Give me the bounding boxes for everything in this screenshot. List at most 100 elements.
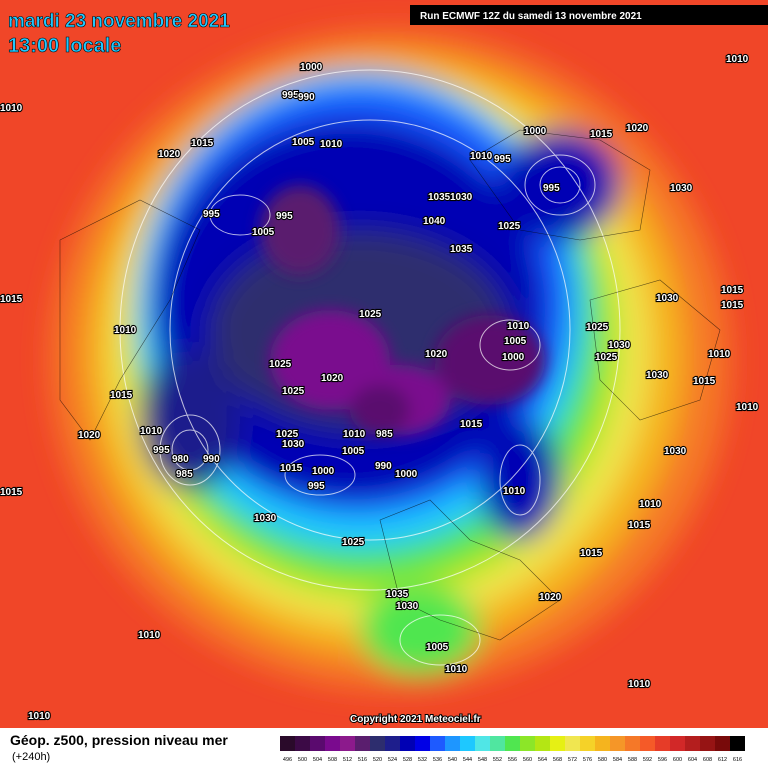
- isobar-label: 995: [203, 209, 220, 220]
- isobar-label: 1005: [342, 446, 365, 457]
- isobar-label: 1030: [646, 370, 669, 381]
- isobar-label: 1010: [138, 630, 161, 641]
- colorbar-label: 528: [403, 757, 412, 763]
- colorbar-label: 588: [628, 757, 637, 763]
- colorbar-label: 560: [523, 757, 532, 763]
- colorbar-swatch: [310, 736, 325, 751]
- isobar-label: 985: [176, 469, 193, 480]
- colorbar-swatch: [370, 736, 385, 751]
- colorbar-swatch: [490, 736, 505, 751]
- colorbar-swatch: [655, 736, 670, 751]
- colorbar-label: 500: [298, 757, 307, 763]
- isobar-label: 1015: [110, 390, 133, 401]
- isobar-label: 1015: [0, 487, 23, 498]
- isobar-label: 1005: [252, 227, 275, 238]
- colorbar-swatch: [595, 736, 610, 751]
- copyright: Copyright 2021 Meteociel.fr: [350, 714, 481, 725]
- isobar-label: 995: [308, 481, 325, 492]
- colorbar-label: 604: [688, 757, 697, 763]
- colorbar: 496 500 504 508 512 516 520 524 528 532 536 540 544 5…: [280, 736, 745, 763]
- isobar-label: 1005: [426, 642, 449, 653]
- colorbar-label: 504: [313, 757, 322, 763]
- isobar-label: 1000: [312, 466, 335, 477]
- field: [0, 0, 768, 728]
- isobar-label: 1040: [423, 216, 446, 227]
- isobar-label: 1005: [292, 137, 315, 148]
- colorbar-label: 616: [733, 757, 742, 763]
- isobar-label: 1030: [656, 293, 679, 304]
- colorbar-label: 612: [718, 757, 727, 763]
- colorbar-swatch: [685, 736, 700, 751]
- colorbar-label: 548: [478, 757, 487, 763]
- isobar-label: 1010: [445, 664, 468, 675]
- colorbar-label: 576: [583, 757, 592, 763]
- colorbar-swatch: [505, 736, 520, 751]
- isobar-label: 1035: [450, 244, 473, 255]
- isobar-label: 1000: [395, 469, 418, 480]
- isobar-label: 980: [172, 454, 189, 465]
- colorbar-swatch: [340, 736, 355, 751]
- isobar-label: 1000: [524, 126, 547, 137]
- isobar-label: 1015: [693, 376, 716, 387]
- isobar-label: 1020: [158, 149, 181, 160]
- isobar-label: 990: [203, 454, 220, 465]
- isobar-label: 1010: [0, 103, 23, 114]
- isobar-label: 1010: [320, 139, 343, 150]
- colorbar-swatch: [550, 736, 565, 751]
- colorbar-label: 532: [418, 757, 427, 763]
- isobar-label: 995: [494, 154, 511, 165]
- isobar-label: 1000: [502, 352, 525, 363]
- isobar-labels: 1000 995 990 1010 1005 1010 1015 1020 1000 1015 10…: [0, 53, 760, 723]
- isobar-label: 1020: [321, 373, 344, 384]
- colorbar-swatch: [610, 736, 625, 751]
- isobar-label: 1010: [343, 429, 366, 440]
- colorbar-swatch: [280, 736, 295, 751]
- colorbar-label: 580: [598, 757, 607, 763]
- isobar-label: 1025: [269, 359, 292, 370]
- isobar-label: 1025: [342, 537, 365, 548]
- isobar-label: 1025: [282, 386, 305, 397]
- isobar-label: 1010: [114, 325, 137, 336]
- isobar-label: 1020: [78, 430, 101, 441]
- isobar-label: 1020: [425, 349, 448, 360]
- colorbar-label: 516: [358, 757, 367, 763]
- colorbar-label: 608: [703, 757, 712, 763]
- colorbar-swatch: [715, 736, 730, 751]
- isobar-label: 995: [276, 211, 293, 222]
- colorbar-label: 556: [508, 757, 517, 763]
- colorbar-label: 552: [493, 757, 502, 763]
- isobar-label: 1030: [664, 446, 687, 457]
- colorbar-label: 564: [538, 757, 547, 763]
- colorbar-swatch: [565, 736, 580, 751]
- footer-title: Géop. z500, pression niveau mer: [10, 732, 228, 748]
- isobar-label: 1030: [670, 183, 693, 194]
- isobar-label: 1025: [595, 352, 618, 363]
- isobar-label: 1015: [280, 463, 303, 474]
- isobar-label: 995: [282, 90, 299, 101]
- isobar-label: 1015: [590, 129, 613, 140]
- colorbar-label: 600: [673, 757, 682, 763]
- local-time: 13:00 locale: [8, 35, 121, 57]
- isobar-label: 1010: [639, 499, 662, 510]
- colorbar-label: 572: [568, 757, 577, 763]
- isobar-label: 1010: [28, 711, 51, 722]
- colorbar-label: 540: [448, 757, 457, 763]
- colorbar-label: 592: [643, 757, 652, 763]
- isobar-label: 1035: [428, 192, 451, 203]
- colorbar-label: 520: [373, 757, 382, 763]
- isobar-label: 1015: [721, 300, 744, 311]
- colorbar-label: 568: [553, 757, 562, 763]
- run-box: [410, 5, 768, 25]
- colorbar-swatch: [430, 736, 445, 751]
- isobar-label: 1035: [386, 589, 409, 600]
- isobar-label: 1000: [300, 62, 323, 73]
- colorbar-swatch: [400, 736, 415, 751]
- isobar-label: 1015: [721, 285, 744, 296]
- isobar-label: 1010: [470, 151, 493, 162]
- colorbar-swatch: [625, 736, 640, 751]
- isobar-label: 1005: [504, 336, 527, 347]
- isobar-label: 995: [543, 183, 560, 194]
- colorbar-label: 508: [328, 757, 337, 763]
